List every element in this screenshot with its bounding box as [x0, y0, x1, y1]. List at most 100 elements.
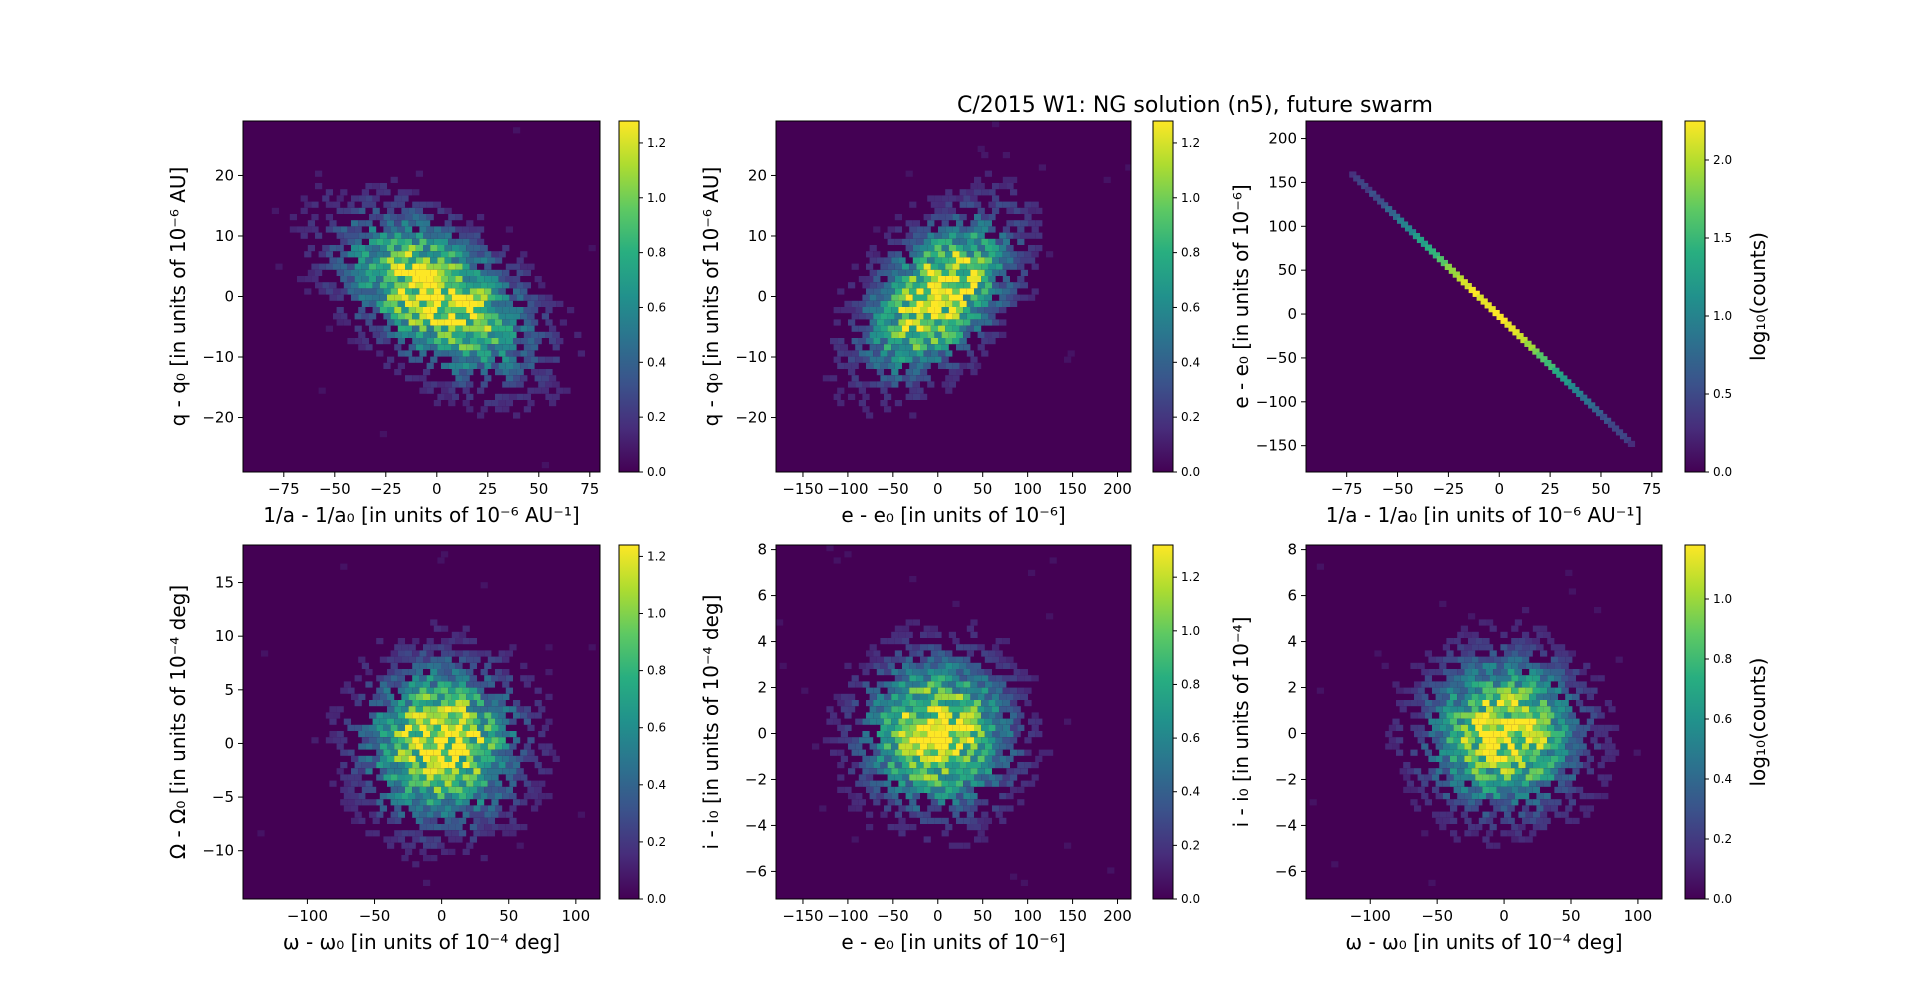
hexbin-cell [1518, 762, 1526, 769]
hexbin-cell [531, 307, 539, 314]
hexbin-cell [1507, 706, 1515, 713]
hexbin-cell [1428, 879, 1436, 886]
hexbin-cell [459, 681, 467, 688]
hexbin-cell [963, 755, 971, 762]
hexbin-cell [372, 195, 380, 202]
hexbin-cell [902, 737, 910, 744]
hexbin-cell [509, 768, 517, 775]
hexbin-cell [1496, 687, 1504, 694]
hexbin-cell [433, 350, 441, 357]
hexbin-cell [887, 300, 895, 307]
hexbin-cell [520, 375, 528, 382]
hexbin-cell [970, 681, 978, 688]
hexbin-cell [974, 799, 982, 806]
hexbin-cell [513, 412, 521, 419]
hexbin-cell [365, 232, 373, 239]
hexbin-cell [351, 207, 359, 214]
hexbin-cell [927, 195, 935, 202]
hexbin-cell [455, 325, 463, 332]
hexbin-cell [974, 836, 982, 843]
hexbin-cell [574, 331, 582, 338]
hexbin-cell [1496, 675, 1504, 682]
hexbin-cell [502, 731, 510, 738]
hexbin-cell [930, 238, 938, 245]
hexbin-cell [995, 638, 1003, 645]
hexbin-cell [1442, 755, 1450, 762]
hexbin-cell [1604, 700, 1612, 707]
hexbin-cell [466, 706, 474, 713]
hexbin-cell [1576, 390, 1584, 397]
hexbin-cell [956, 768, 964, 775]
hexbin-cell [423, 817, 431, 824]
hexbin-cell [498, 400, 506, 407]
hexbin-cell [358, 220, 366, 227]
hexbin-cell [912, 245, 920, 252]
hexbin-cell [988, 214, 996, 221]
hexbin-cell [1432, 252, 1440, 259]
hexbin-cell [336, 245, 344, 252]
hexbin-cell [408, 793, 416, 800]
hexbin-cell [1460, 712, 1468, 719]
hexbin-cell [884, 743, 892, 750]
y-tick-label: 6 [757, 587, 767, 605]
hexbin-cell [347, 774, 355, 781]
hexbin-cell [952, 737, 960, 744]
x-tick-label: −25 [1433, 480, 1465, 498]
hexbin-cell [397, 251, 405, 258]
hexbin-cell [365, 681, 373, 688]
hexbin-cell [426, 811, 434, 818]
hexbin-cell [1518, 749, 1526, 756]
hexbin-cell [412, 799, 420, 806]
hexbin-cell [945, 749, 953, 756]
hexbin-cell [513, 325, 521, 332]
hexbin-cell [498, 824, 506, 831]
hexbin-cell [473, 731, 481, 738]
hexbin-cell [451, 793, 459, 800]
hexbin-cell [898, 257, 906, 264]
hexbin-cell [923, 687, 931, 694]
hexbin-cell [495, 331, 503, 338]
hexbin-cell [495, 718, 503, 725]
hexbin-cell [970, 183, 978, 190]
hexbin-cell [426, 338, 434, 345]
hexbin-cell [1471, 656, 1479, 663]
hexbin-cell [923, 811, 931, 818]
y-tick-label: −150 [1256, 437, 1297, 455]
hexbin-cell [902, 638, 910, 645]
hexbin-cell [523, 331, 531, 338]
panel-top-right: −75 −50 −25 0 25 50 75−150−100−500501001502001… [1229, 120, 1770, 527]
hexbin-cell [1623, 436, 1632, 444]
hexbin-cell [351, 245, 359, 252]
hexbin-cell [383, 263, 391, 270]
hexbin-cell [441, 811, 449, 818]
hexbin-cell [1493, 780, 1501, 787]
hexbin-cell [956, 269, 964, 276]
hexbin-cell [412, 861, 420, 868]
hexbin-cell [884, 356, 892, 363]
hexbin-cell [257, 830, 265, 837]
hexbin-cell [448, 687, 456, 694]
hexbin-cell [1031, 226, 1039, 233]
hexbin-cell [1540, 749, 1548, 756]
hexbin-cell [369, 700, 377, 707]
hexbin-cell [966, 687, 974, 694]
hexbin-cell [930, 712, 938, 719]
hexbin-cell [887, 251, 895, 258]
hexbin-cell [1446, 638, 1454, 645]
hexbin-cell [329, 257, 337, 264]
hexbin-cell [1450, 830, 1458, 837]
hexbin-cell [1514, 780, 1522, 787]
hexbin-cell [379, 294, 387, 301]
hexbin-cell [934, 269, 942, 276]
hexbin-cell [455, 362, 463, 369]
hexbin-cell [912, 269, 920, 276]
hexbin-cell [1002, 238, 1010, 245]
hexbin-cell [1013, 693, 1021, 700]
hexbin-cell [869, 245, 877, 252]
hexbin-cell [1588, 402, 1596, 409]
hexbin-cell [1493, 743, 1501, 750]
hexbin-cell [437, 718, 445, 725]
hexbin-cell [495, 282, 503, 289]
hexbin-cell [405, 848, 413, 855]
x-tick-label: 100 [1013, 907, 1042, 925]
